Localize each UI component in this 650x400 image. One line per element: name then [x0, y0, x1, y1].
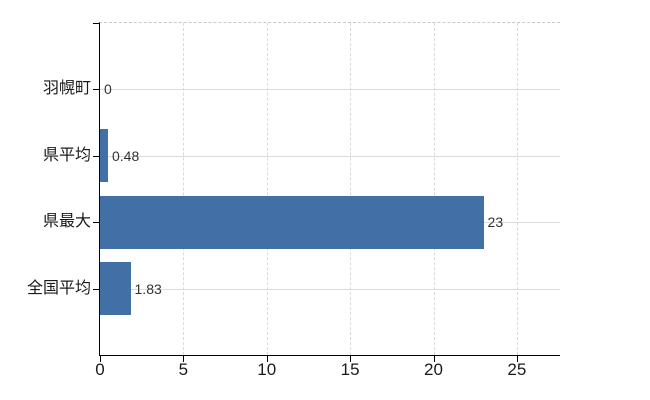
vertical-gridline	[433, 23, 435, 355]
x-axis-tick	[183, 356, 185, 362]
y-axis-tick	[93, 289, 100, 290]
vertical-gridline	[183, 23, 185, 355]
horizontal-gridline	[100, 288, 560, 290]
vertical-gridline	[516, 23, 518, 355]
bar	[100, 129, 108, 182]
category-label: 全国平均	[26, 279, 91, 297]
x-axis-tick	[516, 356, 518, 362]
vertical-gridline	[266, 23, 268, 355]
x-tick-label: 10	[257, 360, 277, 379]
bar-value-label: 23	[487, 214, 504, 231]
x-axis-tick	[266, 356, 268, 362]
y-axis-tick	[93, 23, 100, 24]
x-tick-label: 25	[507, 360, 527, 379]
x-tick-label: 5	[178, 360, 189, 379]
plot-area: 0 0.48 23 1.83	[93, 22, 560, 362]
category-label: 県平均	[42, 146, 91, 164]
x-axis-tick	[433, 356, 435, 362]
horizontal-gridline	[100, 155, 560, 157]
x-tick-label: 20	[424, 360, 443, 379]
bar	[100, 262, 131, 315]
category-label: 県最大	[42, 213, 91, 231]
bar-value-label: 0	[104, 81, 112, 98]
x-tick-label: 15	[340, 360, 360, 379]
bar	[100, 196, 484, 249]
bar-value-label: 0.48	[112, 147, 140, 164]
y-axis-tick	[93, 89, 100, 90]
x-axis-tick	[350, 356, 352, 362]
bar-value-label: 1.83	[134, 280, 162, 297]
x-axis-tick	[100, 356, 101, 362]
y-axis-tick	[93, 222, 100, 223]
horizontal-gridline	[100, 89, 560, 91]
vertical-gridline	[350, 23, 352, 355]
y-axis-tick	[93, 156, 100, 157]
category-label: 羽幌町	[42, 80, 91, 98]
x-tick-label: 0	[95, 360, 105, 379]
